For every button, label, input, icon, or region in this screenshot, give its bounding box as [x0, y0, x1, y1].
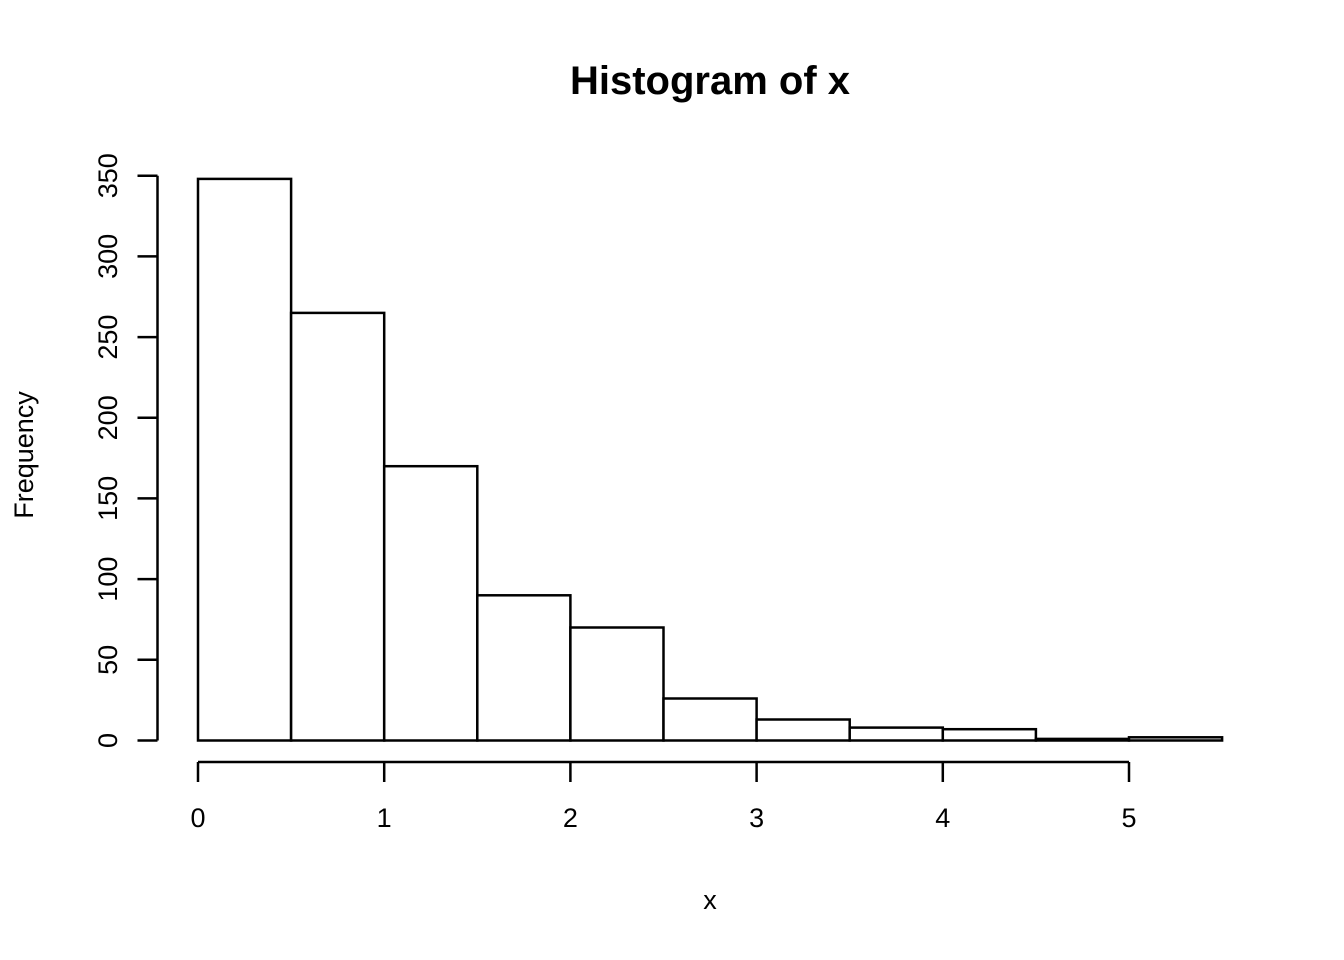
axes: 0 50 100 150 200 250 300 350 0 1 2 3 4 5 [93, 153, 1137, 833]
histogram-bar [848, 726, 945, 742]
x-tick-label: 2 [563, 803, 578, 833]
x-axis-title: x [703, 885, 717, 915]
x-tick-label: 1 [377, 803, 392, 833]
histogram-bar [662, 697, 758, 742]
y-axis-title: Frequency [9, 391, 39, 519]
y-tick-label: 0 [93, 733, 123, 748]
histogram-bar [941, 727, 1038, 742]
histogram-bar [196, 177, 293, 742]
histogram-bar [755, 718, 851, 742]
y-tick-label: 200 [93, 395, 123, 440]
y-tick-label: 300 [93, 234, 123, 279]
histogram-bar [289, 311, 386, 742]
y-tick-label: 100 [93, 557, 123, 602]
histogram-bar [569, 626, 665, 742]
histogram-bars [196, 177, 1224, 742]
y-tick-label: 250 [93, 315, 123, 360]
histogram-bar [476, 594, 572, 742]
y-tick-label: 350 [93, 153, 123, 198]
y-tick-label: 50 [93, 645, 123, 675]
histogram-bar [1127, 736, 1224, 742]
x-tick-label: 3 [749, 803, 764, 833]
x-tick-label: 0 [190, 803, 205, 833]
x-tick-label: 5 [1121, 803, 1136, 833]
histogram-bar [382, 464, 479, 742]
histogram-bar [1034, 737, 1131, 742]
chart-title: Histogram of x [570, 59, 850, 103]
y-tick-label: 150 [93, 476, 123, 521]
x-tick-label: 4 [935, 803, 950, 833]
